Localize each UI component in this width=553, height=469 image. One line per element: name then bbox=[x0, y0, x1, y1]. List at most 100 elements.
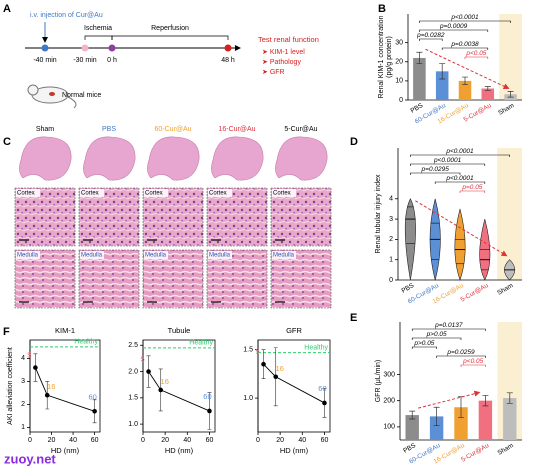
x-tick-label: 0 bbox=[28, 437, 32, 444]
x-axis-label: HD (nm) bbox=[165, 446, 194, 455]
error-bar bbox=[409, 410, 416, 420]
data-point bbox=[158, 387, 164, 393]
significance-bracket bbox=[419, 29, 489, 32]
point-label: 16 bbox=[161, 377, 169, 386]
x-axis-label: HD (nm) bbox=[51, 446, 80, 455]
histology-image bbox=[78, 249, 140, 309]
chart-title: GFR bbox=[286, 326, 302, 335]
significance-label: p=0.0295 bbox=[421, 166, 450, 173]
region-label: Cortex bbox=[17, 191, 35, 197]
data-point bbox=[273, 374, 279, 380]
y-tick-label: 3 bbox=[389, 216, 393, 223]
y-tick-label: 1 bbox=[21, 424, 25, 431]
significance-bracket bbox=[410, 154, 510, 157]
y-tick-label: 20 bbox=[395, 59, 403, 66]
y-tick-label: 2.5 bbox=[128, 342, 138, 349]
sham-band bbox=[497, 148, 522, 280]
sham-band bbox=[499, 14, 522, 100]
y-tick-label: 1.0 bbox=[128, 421, 138, 428]
plot-frame bbox=[142, 339, 216, 433]
chart-title: KIM-1 bbox=[55, 326, 75, 335]
trend-arrow bbox=[418, 390, 481, 409]
histology-image bbox=[206, 249, 268, 309]
group-header: 60-Cur@Au bbox=[154, 126, 191, 133]
histology-image bbox=[142, 249, 204, 309]
plot-frame bbox=[29, 339, 101, 433]
region-label: Cortex bbox=[273, 191, 291, 197]
y-axis-label: Renal KIM-1 concentration bbox=[378, 15, 385, 98]
y-tick-label: 1.0 bbox=[243, 395, 253, 402]
significance-label: p=0.0009 bbox=[439, 23, 468, 30]
region-tag bbox=[208, 251, 232, 259]
region-tag bbox=[80, 189, 104, 197]
kidney-section bbox=[275, 136, 328, 181]
significance-bracket bbox=[411, 337, 462, 340]
significance-bracket bbox=[410, 172, 461, 175]
error-bar bbox=[439, 63, 446, 80]
bar bbox=[413, 57, 426, 100]
phase-bracket bbox=[84, 35, 113, 40]
region-label: Medulla bbox=[273, 253, 295, 259]
kidney-section bbox=[211, 136, 264, 181]
point-label: 60 bbox=[88, 392, 96, 401]
y-tick-label: 4 bbox=[21, 355, 25, 362]
time-dot bbox=[108, 44, 116, 52]
chart-title: Tubule bbox=[168, 326, 191, 335]
data-point bbox=[44, 392, 50, 398]
x-tick-label: Sham bbox=[496, 282, 514, 297]
y-axis-label: Renal tubular injury index bbox=[375, 174, 382, 253]
y-tick-label: 1.5 bbox=[128, 395, 138, 402]
data-line bbox=[263, 363, 325, 404]
violin bbox=[404, 198, 416, 281]
data-point bbox=[33, 365, 38, 370]
kidney-section bbox=[83, 136, 136, 181]
region-tag bbox=[144, 189, 168, 197]
data-point bbox=[261, 361, 266, 367]
test-item: ➤ GFR bbox=[262, 69, 285, 76]
phase-bracket bbox=[111, 35, 229, 40]
bar bbox=[405, 415, 419, 440]
point-label: 5 bbox=[27, 351, 31, 360]
y-tick-label: 2 bbox=[21, 401, 25, 408]
x-tick-label: 60 bbox=[321, 437, 329, 444]
time-dot bbox=[224, 44, 232, 52]
x-tick-label: Sham bbox=[496, 442, 514, 457]
y-tick-label: 300 bbox=[383, 371, 395, 378]
violin bbox=[454, 208, 466, 281]
significance-bracket bbox=[460, 364, 486, 367]
y-tick-label: 4 bbox=[389, 196, 393, 203]
significance-label: p=0.0038 bbox=[450, 41, 479, 48]
group-header: 16-Cur@Au bbox=[218, 126, 255, 133]
group-header: Sham bbox=[36, 126, 54, 133]
x-tick-label: 0 bbox=[256, 437, 260, 444]
x-tick-label: 0 bbox=[141, 437, 145, 444]
significance-label: p=0.0137 bbox=[434, 322, 463, 329]
x-tick-label: 60 bbox=[206, 437, 214, 444]
data-point bbox=[322, 400, 327, 406]
y-tick-label: 1 bbox=[389, 257, 393, 264]
x-tick-label: 20 bbox=[161, 437, 169, 444]
region-label: Cortex bbox=[145, 191, 163, 197]
x-axis-label: HD (nm) bbox=[280, 446, 309, 455]
y-tick-label: 1.5 bbox=[243, 347, 253, 354]
significance-bracket bbox=[436, 355, 486, 358]
histology-image bbox=[142, 187, 204, 247]
significance-bracket bbox=[410, 163, 486, 166]
data-line bbox=[34, 367, 95, 412]
x-tick-label: 40 bbox=[69, 437, 77, 444]
region-tag bbox=[272, 251, 296, 259]
panel-label: A bbox=[3, 3, 11, 15]
x-tick-label: PBS bbox=[409, 102, 424, 115]
y-tick-label: 200 bbox=[383, 398, 395, 405]
group-header: 5-Cur@Au bbox=[284, 126, 317, 133]
point-label: 60 bbox=[203, 392, 211, 401]
phase-label: Ischemia bbox=[84, 25, 112, 32]
bar bbox=[435, 71, 449, 100]
significance-bracket bbox=[419, 38, 443, 41]
significance-label: p<0.0001 bbox=[445, 175, 474, 182]
kidney-section bbox=[147, 136, 200, 181]
error-bar bbox=[462, 76, 468, 86]
error-bar bbox=[482, 395, 489, 407]
x-tick-label: 20 bbox=[276, 437, 284, 444]
